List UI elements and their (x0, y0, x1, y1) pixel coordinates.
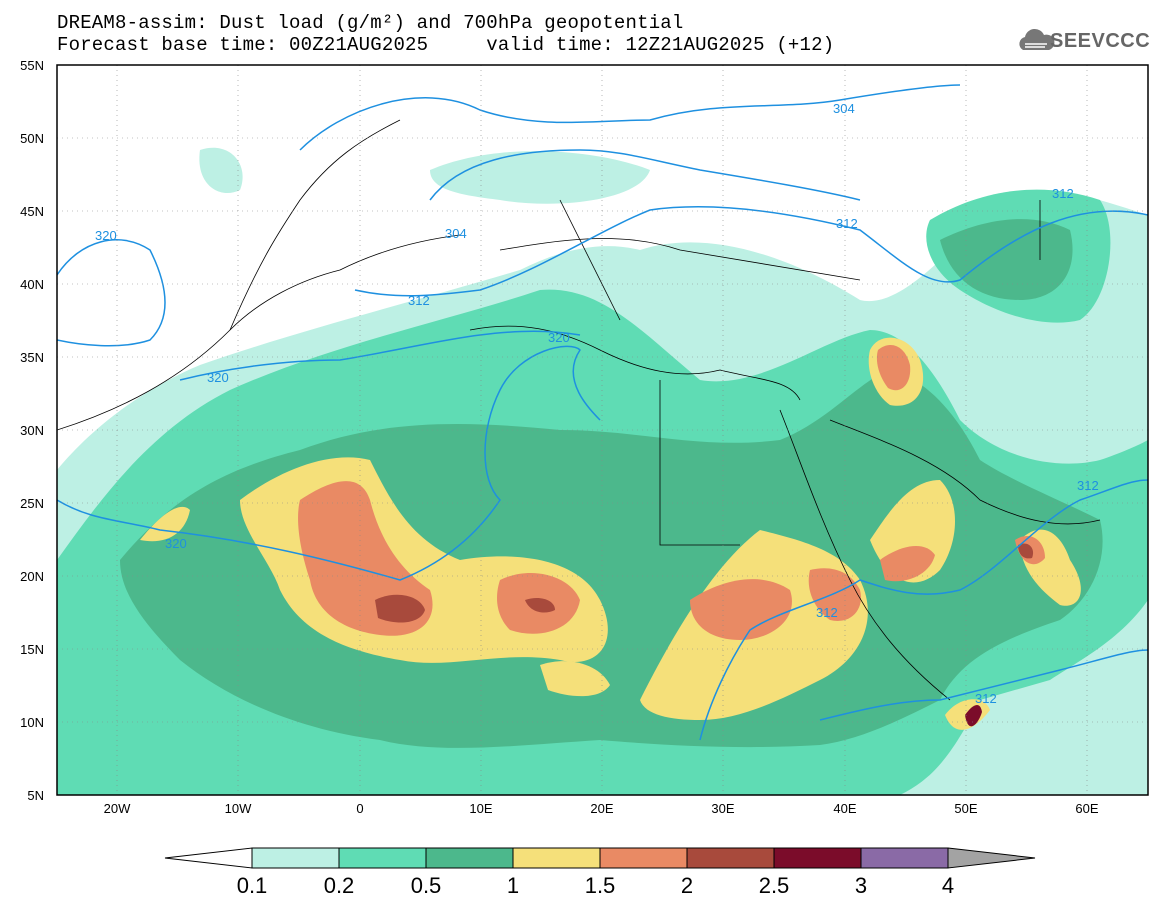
colorbar-label: 0.1 (237, 873, 268, 898)
lat-label: 15N (20, 642, 44, 657)
contour-label: 304 (833, 101, 855, 116)
colorbar-label: 1 (507, 873, 519, 898)
lat-label: 40N (20, 277, 44, 292)
colorbar-label: 4 (942, 873, 954, 898)
lat-label: 30N (20, 423, 44, 438)
geopotential-contours (57, 84, 1148, 741)
lat-label: 25N (20, 496, 44, 511)
colorbar-box (860, 847, 949, 869)
colorbar-label: 3 (855, 873, 867, 898)
colorbar-box (425, 847, 514, 869)
contour-labels: 304 304 312 312 312 312 312 312 320 320 … (95, 101, 1099, 706)
latitude-labels: 55N 50N 45N 40N 35N 30N 25N 20N 15N 10N … (20, 58, 44, 803)
colorbar-over (947, 847, 1036, 869)
contour-label: 320 (207, 370, 229, 385)
colorbar-box (338, 847, 427, 869)
lat-label: 10N (20, 715, 44, 730)
lon-label: 20W (104, 801, 131, 816)
contour-label: 312 (1052, 186, 1074, 201)
longitude-labels: 20W 10W 0 10E 20E 30E 40E 50E 60E (104, 801, 1099, 816)
colorbar-label: 0.2 (324, 873, 355, 898)
contour-label: 312 (1077, 478, 1099, 493)
lon-label: 40E (833, 801, 856, 816)
contour-label: 320 (165, 536, 187, 551)
lat-label: 5N (27, 788, 44, 803)
coastlines (57, 119, 1101, 701)
lon-label: 0 (356, 801, 363, 816)
contour-label: 312 (816, 605, 838, 620)
lon-label: 30E (711, 801, 734, 816)
lat-label: 50N (20, 131, 44, 146)
colorbar-label: 2.5 (759, 873, 790, 898)
colorbar-label: 2 (681, 873, 693, 898)
lat-label: 55N (20, 58, 44, 73)
contour-label: 312 (408, 293, 430, 308)
lon-label: 10W (225, 801, 252, 816)
lat-label: 45N (20, 204, 44, 219)
contour-label: 312 (975, 691, 997, 706)
gridlines (57, 65, 1148, 795)
colorbar-labels: 0.1 0.2 0.5 1 1.5 2 2.5 3 4 (237, 873, 954, 898)
cloud-icon (1019, 28, 1055, 50)
colorbar-label: 1.5 (585, 873, 616, 898)
colorbar (164, 847, 1036, 869)
lon-label: 50E (954, 801, 977, 816)
contour-label: 312 (836, 216, 858, 231)
colorbar-label: 0.5 (411, 873, 442, 898)
plot-frame (56, 64, 1149, 796)
dust-field (57, 147, 1148, 795)
colorbar-box (599, 847, 688, 869)
colorbar-box (251, 847, 340, 869)
contour-label: 320 (95, 228, 117, 243)
lon-label: 20E (590, 801, 613, 816)
map-subtitle: Forecast base time: 00Z21AUG2025 valid t… (57, 34, 835, 56)
colorbar-box (773, 847, 862, 869)
colorbar-under (164, 847, 253, 869)
contour-label: 304 (445, 226, 467, 241)
lat-label: 35N (20, 350, 44, 365)
lon-label: 10E (469, 801, 492, 816)
colorbar-box (512, 847, 601, 869)
lat-label: 20N (20, 569, 44, 584)
contour-label: 320 (548, 330, 570, 345)
map-title: DREAM8-assim: Dust load (g/m²) and 700hP… (57, 12, 684, 34)
lon-label: 60E (1075, 801, 1098, 816)
colorbar-box (686, 847, 775, 869)
seevccc-logo-text: SEEVCCC (1050, 30, 1151, 52)
